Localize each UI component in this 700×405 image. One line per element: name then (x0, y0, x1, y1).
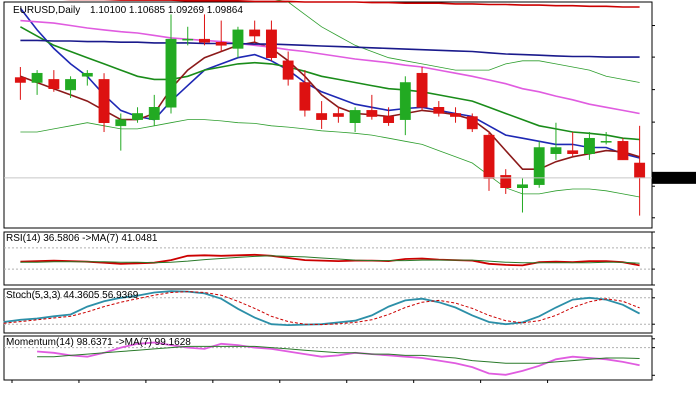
panel-frame-mom (3, 335, 653, 381)
candle-body (148, 107, 160, 120)
candle-body (500, 175, 512, 189)
candle-body (282, 60, 294, 80)
main-price-panel (4, 0, 652, 216)
candle-body (249, 29, 261, 37)
momentum-panel (4, 341, 652, 376)
moving-average-line-3 (20, 19, 640, 115)
candle-body (182, 38, 194, 41)
candle-body (165, 38, 177, 108)
rsi-title: RSI(14) 36.5806 ->MA(7) 41.0481 (6, 233, 158, 244)
candle-body (466, 116, 478, 130)
rsi-series-line-1 (20, 255, 640, 264)
candle-body (232, 29, 244, 49)
candle-body (634, 162, 646, 179)
candle-body (215, 41, 227, 46)
candle-body (550, 147, 562, 154)
candle-body (299, 82, 311, 111)
bollinger-upper-line (275, 0, 640, 83)
candle-body (450, 113, 461, 117)
candle-body (332, 113, 344, 117)
candle-body (600, 141, 612, 143)
candle-body (383, 116, 395, 123)
candle-body (316, 113, 328, 120)
axis-labels (11, 25, 696, 383)
stoch-series-line-1 (3, 291, 640, 326)
candle-body (265, 29, 277, 58)
candle-body (517, 184, 528, 189)
candle-body (567, 150, 579, 154)
moving-average-line-5 (62, 0, 640, 8)
rsi-panel (4, 247, 652, 270)
bollinger-lower-line (20, 119, 640, 198)
candle-body (132, 113, 143, 120)
moving-average-line-1 (20, 26, 640, 141)
moving-average-line-4 (20, 39, 640, 58)
current-price-tag (652, 171, 696, 184)
candle-body (617, 141, 629, 161)
panel-frame-sto (3, 288, 653, 334)
candle-body (65, 79, 77, 91)
candle-body (583, 137, 595, 154)
candle-body (366, 110, 378, 117)
main-chart-title: EURUSD,Daily (13, 5, 80, 16)
candle-body (399, 82, 411, 120)
candle-body (48, 79, 60, 89)
stoch-title: Stoch(5,3,3) 44.3605 56.9369 (6, 290, 139, 301)
candle-body (14, 77, 26, 83)
candle-body (349, 110, 361, 123)
candle-body (98, 79, 110, 123)
candle-body (115, 119, 127, 127)
candle-body (533, 147, 545, 185)
moving-average-line-0 (19, 7, 640, 159)
momentum-title: Momentum(14) 98.6371 ->MA(7) 99.1628 (6, 337, 191, 348)
ohlc-readout: 1.10100 1.10685 1.09269 1.09864 (90, 5, 243, 16)
candle-body (483, 134, 495, 179)
candle-body (199, 38, 210, 43)
candle-body (31, 72, 43, 83)
candle-body (81, 72, 93, 77)
momentum-series-line-1 (37, 345, 640, 364)
candle-body (433, 107, 445, 114)
panel-frames (3, 1, 653, 381)
stochastic-panel (3, 290, 652, 327)
momentum-series-line-0 (37, 341, 640, 376)
candle-body (416, 72, 428, 108)
